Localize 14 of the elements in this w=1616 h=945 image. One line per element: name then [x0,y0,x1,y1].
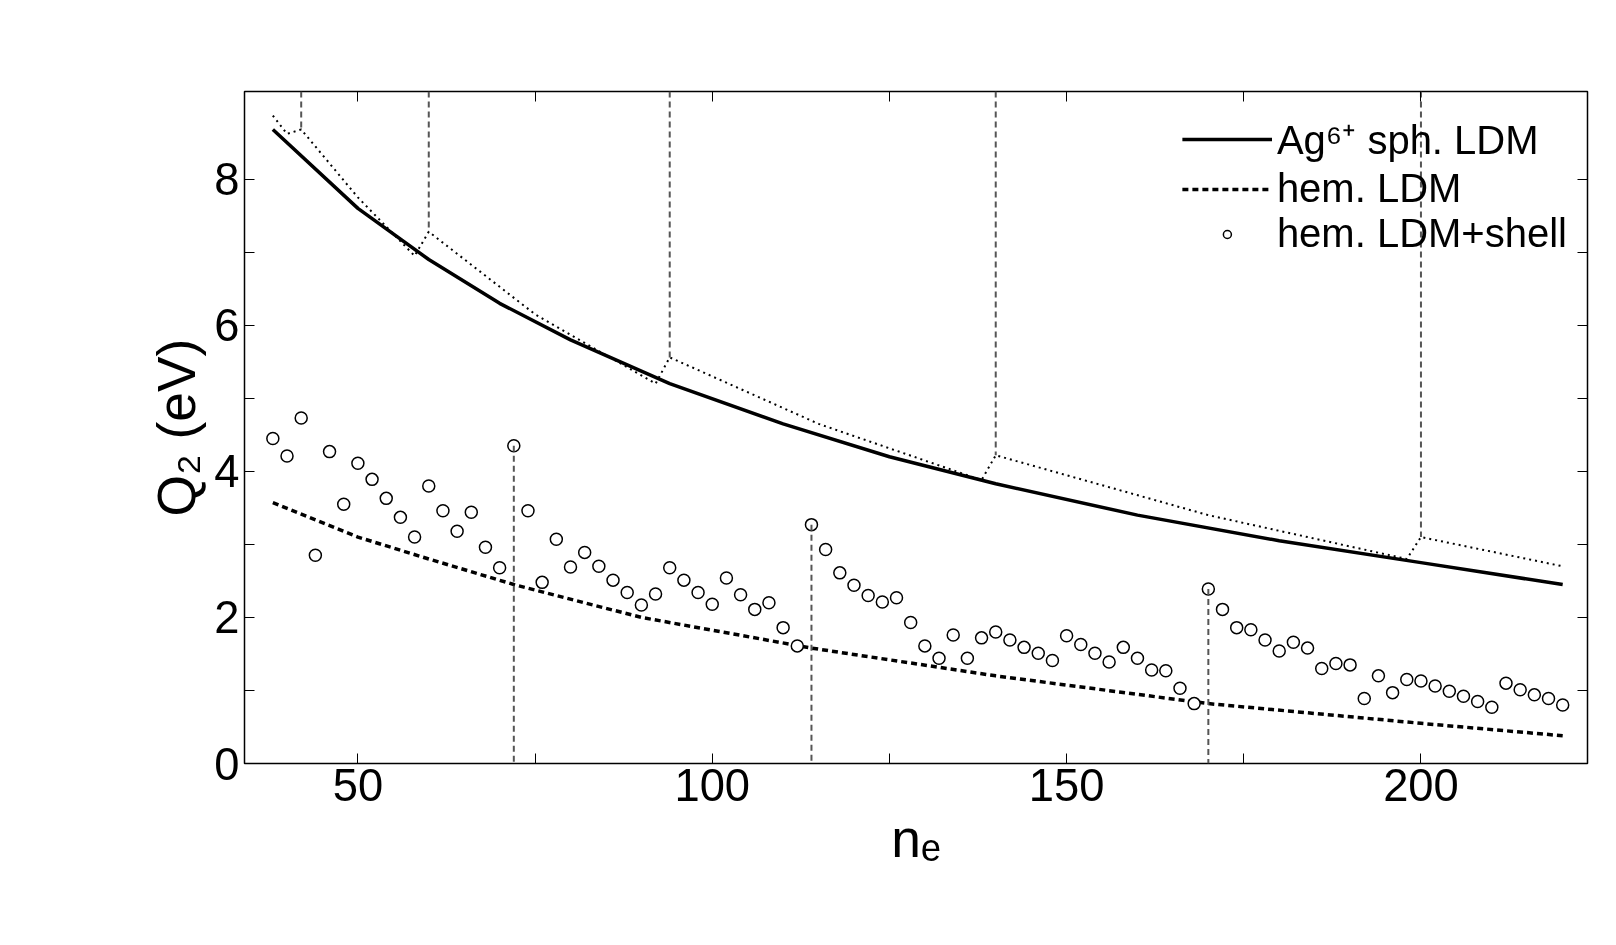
y-tick-label: 8 [214,154,240,206]
x-axis-title: nₑ [891,808,941,868]
legend-label: Ag⁶⁺ sph. LDM [1276,117,1539,164]
x-tick-label: 150 [1028,759,1105,811]
y-tick-label: 0 [214,738,240,790]
x-tick-label: 50 [332,759,384,811]
legend-label: hem. LDM [1276,166,1462,211]
y-tick-label: 6 [214,300,240,352]
legend-label: hem. LDM+shell [1276,211,1567,256]
y-tick-label: 2 [214,592,240,644]
y-axis-title: Q₂ (eV) [147,338,207,517]
x-tick-label: 100 [674,759,751,811]
y-tick-label: 4 [214,446,240,498]
x-tick-label: 200 [1383,759,1459,811]
